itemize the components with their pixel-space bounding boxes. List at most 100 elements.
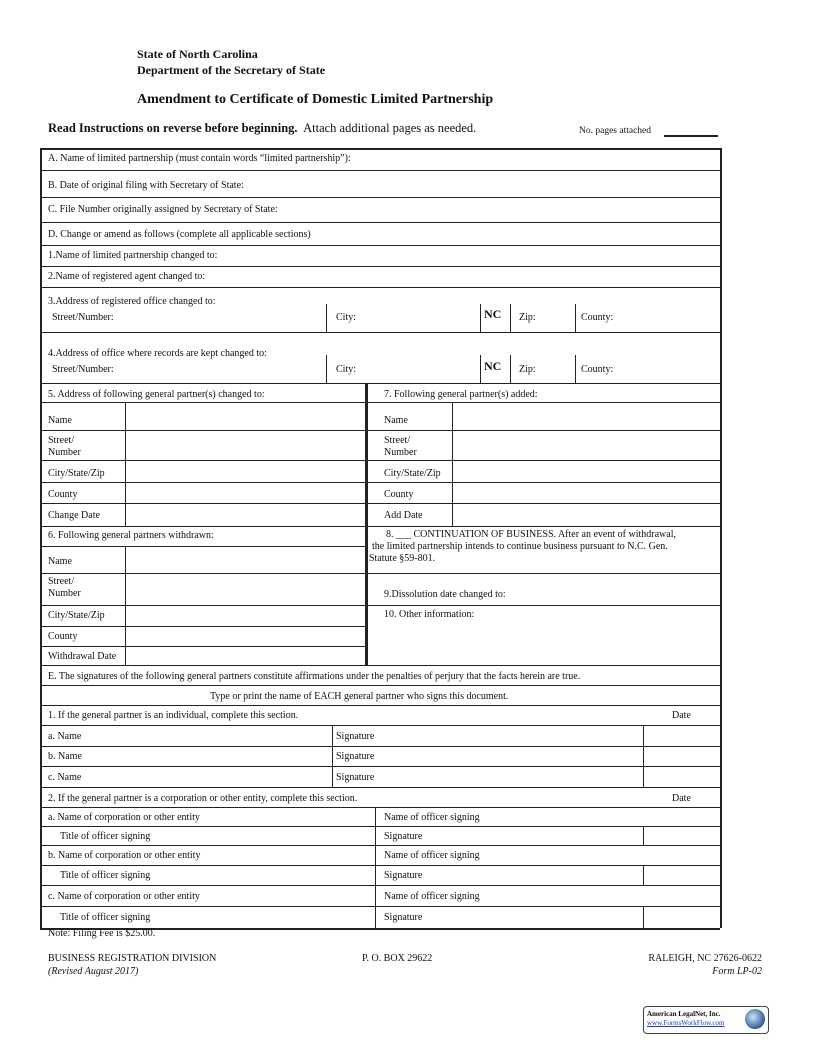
grid-line	[40, 906, 720, 907]
officer-title-label: Title of officer signing	[60, 831, 151, 842]
state-name: State of North Carolina	[137, 47, 258, 61]
grid-line	[575, 355, 576, 383]
grid-line	[40, 197, 720, 198]
state-label: NC	[484, 359, 502, 373]
street-label: Street/	[48, 576, 75, 587]
section-e-label: E. The signatures of the following gener…	[48, 671, 581, 682]
item-8-statute: Statute §59-801.	[369, 553, 436, 564]
grid-line	[40, 266, 720, 267]
name-label: Name	[384, 415, 408, 426]
city-state-zip-label: City/State/Zip	[48, 610, 105, 621]
item-9-label: 9.Dissolution date changed to:	[384, 589, 506, 600]
revision-date: (Revised August 2017)	[48, 966, 139, 977]
officer-name-label: Name of officer signing	[384, 891, 480, 902]
pages-attached-label: No. pages attached	[579, 126, 652, 136]
officer-name-label: Name of officer signing	[384, 812, 480, 823]
signature-label: Signature	[384, 912, 423, 923]
city-label: City:	[336, 364, 357, 375]
number-label: Number	[48, 447, 81, 458]
grid-line	[40, 332, 720, 333]
section-a-label: A. Name of limited partnership (must con…	[48, 153, 351, 164]
section-b-label: B. Date of original filing with Secretar…	[48, 180, 244, 191]
zip-label: Zip:	[519, 312, 536, 323]
county-label: County	[384, 489, 414, 500]
grid-line	[643, 725, 644, 787]
corp-b-label: b. Name of corporation or other entity	[48, 850, 201, 861]
grid-line	[40, 845, 720, 846]
grid-line	[40, 865, 720, 866]
grid-line	[40, 665, 720, 666]
grid-line	[332, 725, 333, 787]
grid-line	[720, 148, 722, 928]
corp-c-label: c. Name of corporation or other entity	[48, 891, 200, 902]
item-6-label: 6. Following general partners withdrawn:	[48, 530, 214, 541]
signature-label: Signature	[384, 870, 423, 881]
item-5-label: 5. Address of following general partner(…	[48, 389, 265, 400]
grid-line	[125, 402, 126, 526]
name-a-label: a. Name	[48, 731, 82, 742]
grid-line	[510, 355, 511, 383]
logo-link[interactable]: www.FormsWorkFlow.com	[647, 1019, 725, 1027]
date-header: Date	[672, 710, 691, 721]
department-name: Department of the Secretary of State	[137, 63, 326, 77]
change-date-label: Change Date	[48, 510, 100, 521]
grid-line	[40, 170, 720, 171]
grid-line	[40, 605, 720, 606]
grid-line	[575, 304, 576, 332]
number-label: Number	[384, 447, 417, 458]
withdrawal-date-label: Withdrawal Date	[48, 651, 117, 662]
grid-line	[480, 304, 481, 332]
grid-line	[375, 807, 376, 928]
add-date-label: Add Date	[384, 510, 423, 521]
signature-label: Signature	[336, 772, 375, 783]
instructions: Read Instructions on reverse before begi…	[48, 121, 477, 135]
grid-line	[40, 526, 720, 527]
item-4-label: 4.Address of office where records are ke…	[48, 348, 267, 359]
officer-title-label: Title of officer signing	[60, 870, 151, 881]
name-label: Name	[48, 415, 72, 426]
city-state-zip-label: City/State/Zip	[384, 468, 441, 479]
item-1-label: 1.Name of limited partnership changed to…	[48, 250, 218, 261]
grid-line	[40, 685, 720, 686]
grid-line	[643, 826, 644, 845]
county-label: County:	[581, 312, 614, 323]
grid-line	[40, 430, 720, 431]
grid-line	[40, 928, 720, 930]
grid-line	[40, 725, 720, 726]
individual-section-label: 1. If the general partner is an individu…	[48, 710, 299, 721]
grid-line	[40, 646, 365, 647]
county-label: County	[48, 631, 78, 642]
signature-label: Signature	[336, 731, 375, 742]
grid-line	[480, 355, 481, 383]
americanlegalnet-logo[interactable]: American LegalNet, Inc. www.FormsWorkFlo…	[643, 1006, 769, 1034]
grid-line	[40, 482, 720, 483]
division-name: BUSINESS REGISTRATION DIVISION	[48, 953, 217, 964]
grid-line	[40, 402, 720, 403]
type-instruction: Type or print the name of EACH general p…	[210, 691, 509, 702]
officer-title-label: Title of officer signing	[60, 912, 151, 923]
grid-line	[40, 287, 720, 288]
grid-line	[40, 222, 720, 223]
grid-line	[326, 304, 327, 332]
pages-attached-field[interactable]	[664, 135, 718, 137]
grid-line	[643, 865, 644, 885]
officer-name-label: Name of officer signing	[384, 850, 480, 861]
item-7-label: 7. Following general partner(s) added:	[384, 389, 538, 400]
section-d-label: D. Change or amend as follows (complete …	[48, 229, 311, 240]
section-c-label: C. File Number originally assigned by Se…	[48, 204, 278, 215]
item-8-label: 8. ___ CONTINUATION OF BUSINESS. After a…	[386, 529, 676, 540]
name-b-label: b. Name	[48, 751, 82, 762]
grid-line	[40, 573, 720, 574]
globe-icon	[745, 1009, 765, 1029]
city-address: RALEIGH, NC 27626-0622	[648, 953, 762, 964]
county-label: County:	[581, 364, 614, 375]
grid-line	[40, 245, 720, 246]
grid-line	[40, 383, 720, 384]
street-label: Street/Number:	[52, 312, 114, 323]
grid-line	[40, 626, 365, 627]
grid-line	[643, 906, 644, 928]
signature-label: Signature	[384, 831, 423, 842]
grid-line	[40, 807, 720, 808]
grid-line	[40, 766, 720, 767]
